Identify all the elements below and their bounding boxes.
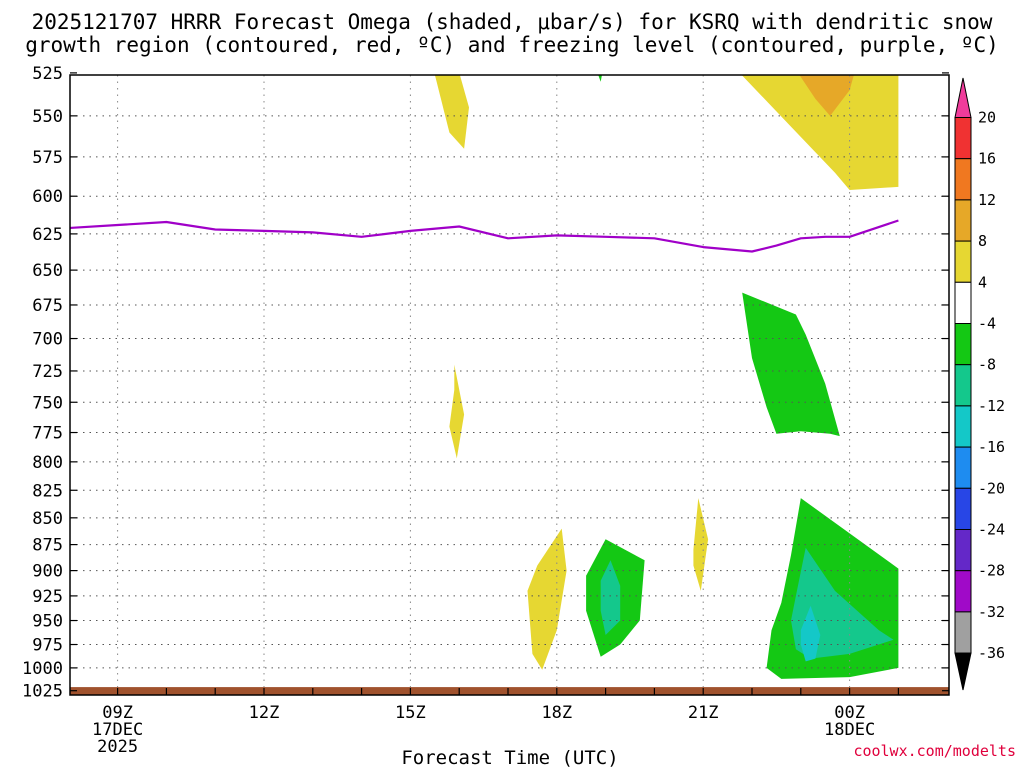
colorbar-segment [954, 405, 972, 448]
colorbar-segment [954, 281, 972, 324]
x-tick-label: 17DEC [92, 720, 143, 740]
omega-region [799, 75, 854, 116]
colorbar-label: 4 [978, 273, 987, 291]
colorbar-segment [954, 611, 972, 654]
colorbar-segment [954, 529, 972, 572]
y-tick-label: 975 [32, 636, 63, 656]
x-axis-label: Forecast Time (UTC) [401, 747, 618, 768]
x-tick-label: 2025 [97, 737, 138, 757]
colorbar-segment [954, 487, 972, 530]
omega-shading [434, 75, 899, 679]
colorbar-label: -24 [978, 521, 1005, 539]
y-tick-label: 775 [32, 424, 63, 444]
y-tick-label: 900 [32, 562, 63, 582]
chart-title-line-1: 2025121707 HRRR Forecast Omega (shaded, … [32, 10, 993, 34]
site-brand: coolwx.com/modelts [853, 742, 1016, 760]
colorbar-segment [954, 117, 972, 160]
colorbar-label: 12 [978, 191, 996, 209]
y-tick-label: 750 [32, 393, 63, 413]
y-tick-label: 575 [32, 148, 63, 168]
colorbar-segment [954, 158, 972, 201]
omega-region [449, 364, 465, 459]
ground-surface [70, 687, 949, 695]
y-tick-label: 700 [32, 330, 63, 350]
freezing-level-line [70, 219, 899, 253]
colorbar-label: -16 [978, 438, 1005, 456]
colorbar-segment [954, 364, 972, 407]
colorbar-label: -36 [978, 644, 1005, 662]
y-tick-label: 1025 [22, 682, 63, 702]
colorbar-label: -32 [978, 603, 1005, 621]
omega-region [742, 292, 840, 437]
colorbar-label: -12 [978, 397, 1005, 415]
colorbar-label: -28 [978, 562, 1005, 580]
colorbar-label: 16 [978, 150, 996, 168]
y-tick-label: 600 [32, 187, 63, 207]
x-tick-label: 12Z [249, 703, 280, 723]
y-axis: 525 550 575 600 625 650 675 700 725 750 775 800 825 8… [22, 64, 949, 702]
y-tick-label: 1000 [22, 659, 63, 679]
y-tick-label: 525 [32, 64, 63, 84]
colorbar-label: -4 [978, 315, 996, 333]
omega-region [598, 75, 602, 82]
y-tick-label: 850 [32, 509, 63, 529]
y-tick-label: 875 [32, 536, 63, 556]
omega-region [434, 75, 469, 149]
y-tick-label: 625 [32, 225, 63, 245]
colorbar-label: -8 [978, 356, 996, 374]
plot-frame [69, 74, 950, 696]
colorbar-label: -20 [978, 479, 1005, 497]
y-tick-label: 825 [32, 481, 63, 501]
chart-title-line-2: growth region (contoured, red, ºC) and f… [25, 33, 999, 57]
colorbar-segment [954, 240, 972, 283]
x-tick-label: 00Z [834, 703, 865, 723]
x-tick-label: 18DEC [824, 720, 875, 740]
colorbar-segment [954, 323, 972, 366]
y-tick-label: 725 [32, 362, 63, 382]
y-tick-label: 550 [32, 107, 63, 127]
y-tick-label: 925 [32, 587, 63, 607]
colorbar-bottom-arrow [954, 652, 972, 691]
x-tick-label: 09Z [102, 703, 133, 723]
colorbar-label: 8 [978, 232, 987, 250]
y-tick-label: 650 [32, 261, 63, 281]
colorbar-segment [954, 446, 972, 489]
x-tick-label: 21Z [688, 703, 719, 723]
colorbar-label: 20 [978, 109, 996, 127]
omega-region [800, 605, 821, 662]
y-tick-label: 950 [32, 612, 63, 632]
y-tick-label: 800 [32, 453, 63, 473]
colorbar: 20 16 12 8 4 -4 -8 -12 -16 -20 -24 -28 -32 -36 [954, 77, 1005, 691]
freezing-level-layer [70, 219, 899, 253]
x-tick-label: 18Z [541, 703, 572, 723]
colorbar-segment [954, 199, 972, 242]
omega-region [600, 560, 621, 635]
y-tick-label: 675 [32, 296, 63, 316]
omega-region [741, 75, 899, 190]
colorbar-segment [954, 570, 972, 613]
x-tick-label: 15Z [395, 703, 426, 723]
